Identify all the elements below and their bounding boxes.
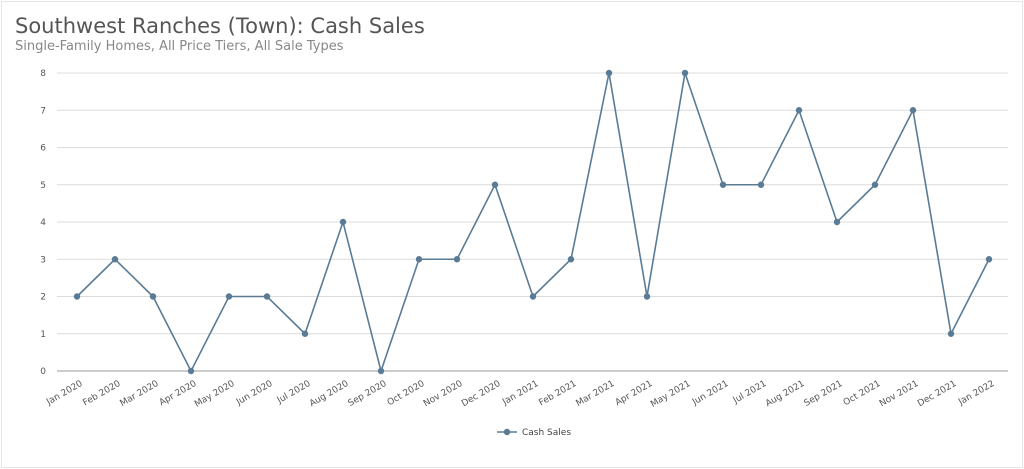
data-point	[871, 181, 879, 188]
data-point	[73, 293, 81, 300]
data-point	[529, 293, 537, 300]
x-tick-label: Dec 2020	[460, 379, 503, 409]
x-tick-label: Nov 2020	[422, 379, 465, 409]
data-point	[225, 293, 233, 300]
x-tick-label: Jul 2020	[275, 379, 313, 407]
y-tick-label: 1	[40, 330, 46, 340]
data-point	[263, 293, 271, 300]
x-tick-label: Jul 2021	[731, 379, 769, 406]
x-tick-label: Apr 2020	[158, 379, 199, 408]
y-tick-label: 7	[40, 106, 46, 116]
chart-title: Southwest Ranches (Town): Cash Sales	[15, 14, 425, 38]
data-point	[149, 293, 157, 300]
x-tick-label: Feb 2021	[537, 379, 578, 409]
x-tick-label: Jan 2020	[44, 379, 84, 408]
x-tick-label: Jan 2021	[500, 379, 540, 408]
x-tick-label: Mar 2021	[574, 379, 616, 409]
data-point	[187, 367, 195, 375]
x-tick-label: Jun 2021	[690, 379, 730, 408]
y-tick-label: 3	[40, 255, 46, 265]
data-point	[415, 256, 423, 263]
y-tick-label: 0	[40, 367, 46, 377]
x-tick-label: Mar 2020	[118, 379, 160, 409]
data-point	[985, 256, 993, 263]
data-point	[719, 181, 727, 188]
x-tick-label: May 2021	[649, 379, 692, 410]
y-tick-label: 4	[40, 218, 46, 228]
data-point	[757, 181, 765, 188]
chart-subtitle: Single-Family Homes, All Price Tiers, Al…	[15, 39, 344, 54]
x-tick-label: Apr 2021	[614, 379, 655, 408]
x-tick-label: Sep 2021	[802, 379, 844, 409]
x-tick-label: Oct 2021	[842, 379, 883, 408]
data-point	[681, 69, 689, 77]
legend-marker-icon	[503, 428, 511, 436]
data-point	[643, 293, 651, 300]
x-tick-label: Aug 2020	[308, 379, 351, 409]
data-point	[111, 256, 119, 263]
data-point	[605, 69, 613, 77]
x-tick-label: May 2020	[193, 379, 237, 410]
y-tick-label: 2	[40, 293, 46, 303]
y-tick-label: 6	[40, 144, 46, 154]
data-point	[453, 256, 461, 263]
x-tick-label: Oct 2020	[386, 379, 427, 408]
data-point	[491, 181, 499, 188]
x-tick-label: Aug 2021	[764, 379, 807, 409]
x-tick-label: Jan 2022	[956, 379, 996, 408]
data-point	[377, 367, 385, 375]
data-point	[833, 218, 841, 226]
y-tick-label: 5	[40, 181, 46, 191]
data-point	[301, 330, 309, 337]
data-point	[909, 107, 917, 114]
x-tick-label: Nov 2021	[878, 379, 921, 409]
data-point	[567, 256, 575, 263]
legend-label: Cash Sales	[522, 428, 571, 438]
x-tick-label: Jun 2020	[234, 379, 275, 408]
x-tick-label: Sep 2020	[346, 379, 388, 409]
y-tick-label: 8	[40, 69, 46, 79]
data-point	[795, 107, 803, 114]
data-point	[947, 330, 955, 337]
x-tick-label: Feb 2020	[81, 379, 122, 409]
x-tick-label: Dec 2021	[916, 379, 958, 409]
data-point	[339, 218, 347, 226]
